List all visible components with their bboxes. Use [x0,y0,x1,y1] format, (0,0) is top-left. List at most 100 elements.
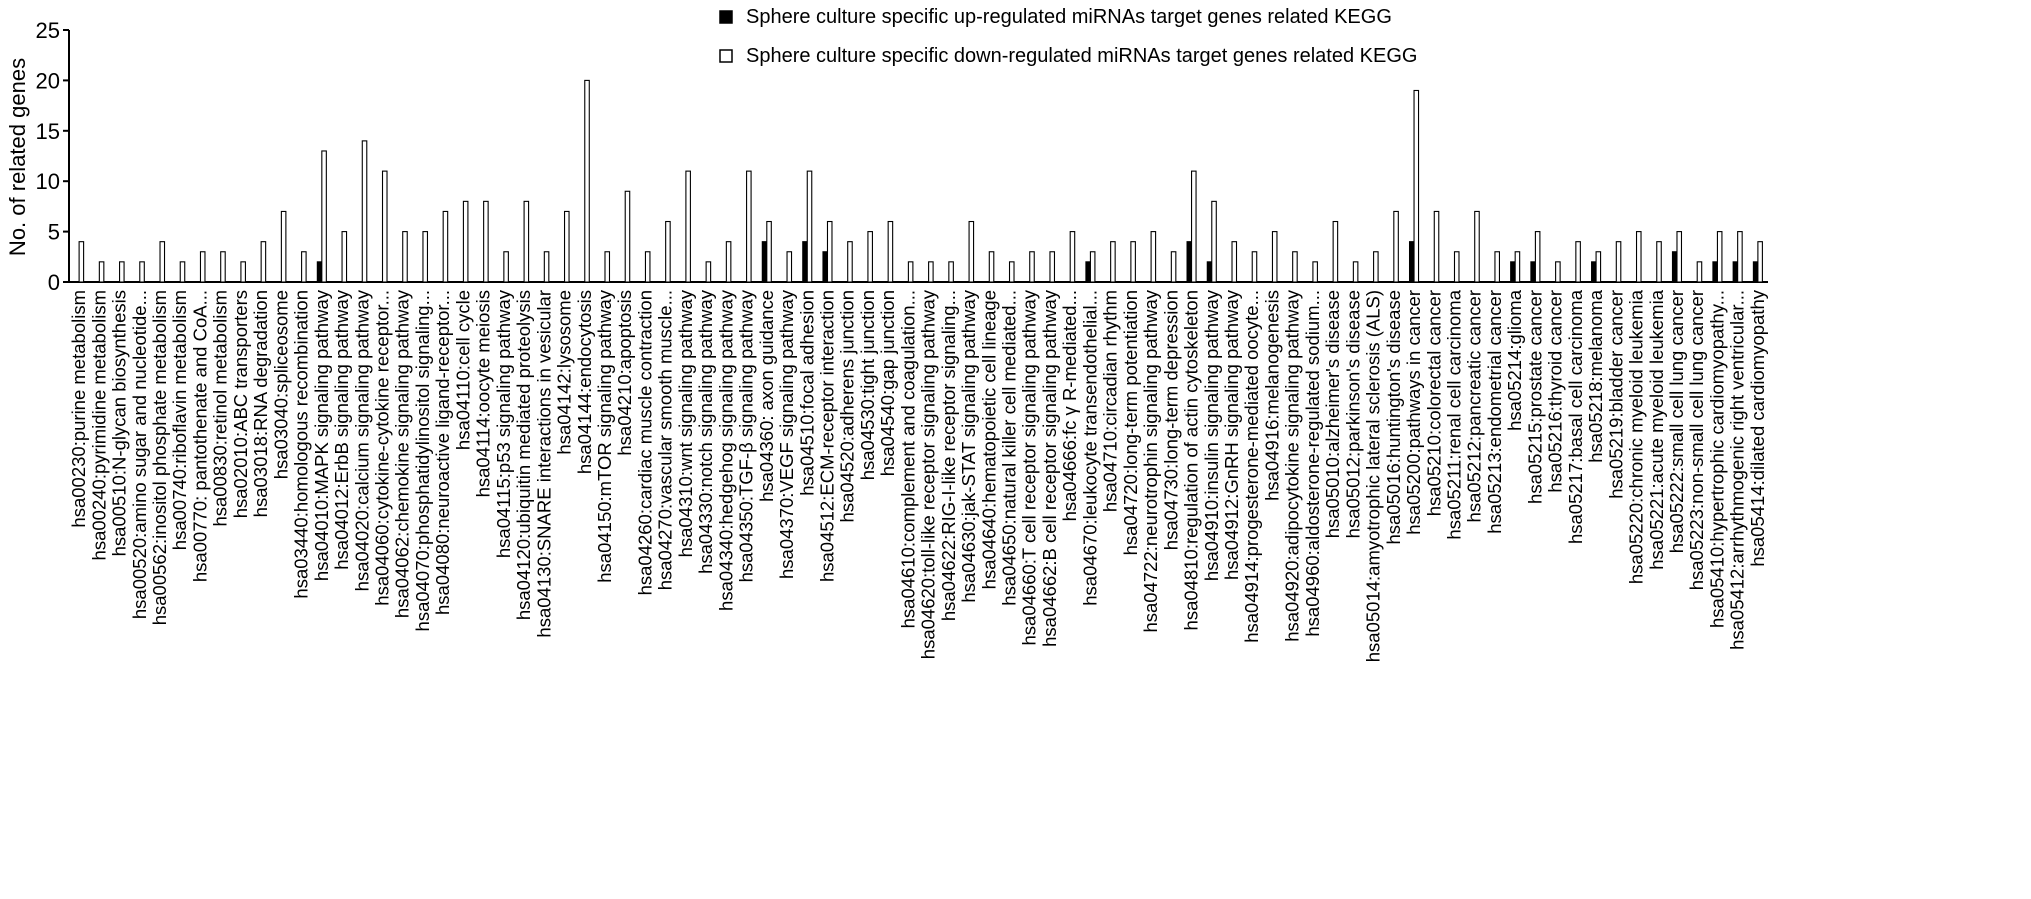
bar-down [381,170,388,283]
bar-down [341,231,348,283]
x-category-label: hsa04512:ECM-receptor interaction [816,290,837,582]
bar-up [1408,241,1415,283]
x-category-label: hsa04270:vascular smooth muscle... [655,290,676,590]
bar-down [644,251,651,283]
bar-down [624,190,631,283]
x-category-label: hsa04520:adherens junction [837,290,858,522]
x-category-label: hsa04640:hematopoietic cell lineage [978,290,999,589]
bar-down [907,261,914,283]
x-category-label: hsa05215:prostate cancer [1524,290,1545,504]
bar-down [1231,241,1238,283]
x-category-label: hsa04540:gap junction [877,290,898,476]
bar-down [1737,231,1743,283]
bar-down [179,261,186,283]
bar-down [968,220,975,283]
bar-down [422,231,429,283]
legend: Sphere culture specific up-regulated miR… [719,6,1417,67]
x-category-label: hsa05220:chronic myeloid leukemia [1626,289,1647,584]
legend-label-down: Sphere culture specific down-regulated m… [746,45,1417,67]
bar-down [806,170,813,283]
bar-up [802,241,808,283]
bar-down [1575,241,1581,283]
x-category-label: hsa04350:TGF-β signaling pathway [736,289,757,582]
x-category-label: hsa04142:lysosome [554,290,575,455]
bar-up [822,251,829,283]
x-category-label: hsa05014:amyotrophic lateral sclerosis (… [1363,290,1384,662]
bar-up [1732,261,1739,283]
bar-down [563,210,570,283]
bar-down [139,261,145,283]
bar-down [1757,241,1763,283]
bar-down [1251,251,1258,283]
y-tick-label: 15 [36,119,60,144]
bar-down [1716,231,1723,283]
bar-down [159,241,166,283]
bar-down [1332,220,1339,283]
x-category-label: hsa00770: pantothenate and CoA... [189,290,210,582]
x-category-label: hsa04114:oocyte meiosis [473,290,494,497]
x-category-label: hsa04960:aldosterone-regulated sodium... [1302,290,1323,637]
x-category-label: hsa04020:calcium signaling pathway [351,289,372,591]
y-tick-label: 10 [36,169,60,194]
x-category-label: hsa04310:wnt signaling pathway [675,289,696,557]
bar-down [1595,251,1602,283]
bar-down [1352,261,1359,283]
bar-down [220,251,226,283]
x-category-label: hsa04012:ErbB signaling pathway [331,289,352,569]
y-axis-title: No. of related genes [5,58,30,256]
bar-down [948,261,954,283]
x-category-label: hsa03040:spliceosome [270,290,291,479]
x-category-label: hsa02010:ABC transporters [230,290,251,518]
x-category-label: hsa04360: axon guidance [756,290,777,502]
x-category-label: hsa05214:glioma [1504,289,1525,431]
x-category-label: hsa05217:basal cell carcinoma [1565,289,1586,544]
bar-down [1433,210,1440,283]
bar-down [1089,251,1096,283]
x-category-label: hsa04150:mTOR signaling pathway [594,289,615,582]
legend-swatch-down [719,49,733,63]
x-category-label: hsa04260:cardiac muscle contraction [634,290,655,595]
bar-down [240,261,246,283]
bar-down [483,200,489,283]
bar-down [584,79,590,283]
x-category-label: hsa05200:pathways in cancer [1403,290,1424,535]
bar-down [361,140,368,283]
bar-up [1085,261,1091,283]
bar-down [1312,261,1318,283]
x-category-label: hsa04730:long-term depression [1160,290,1181,550]
x-category-label: hsa05016:huntington's disease [1383,290,1404,545]
bar-down [766,220,772,283]
x-category-label: hsa04370:VEGF signaling pathway [776,289,797,579]
x-category-label: hsa00510:N-glycan biosynthesis [109,290,130,556]
bar-down [988,251,995,283]
y-tick-label: 25 [36,18,60,43]
bar-up [1591,261,1597,283]
x-category-label: hsa05221:acute myeloid leukemia [1646,289,1667,569]
x-category-label: hsa03018:RNA degradation [250,290,271,517]
x-category-label: hsa04062:chemokine signaling pathway [392,289,413,618]
bar-up [761,241,768,283]
bar-down [442,210,449,283]
legend-swatch-up [719,10,733,24]
bar-down [503,251,509,283]
y-tick-label: 0 [48,270,60,295]
bar-down [1656,241,1662,283]
bar-down [1615,241,1622,283]
bar-down [119,261,125,283]
x-category-label: hsa04660:T cell receptor signaling pathw… [1019,289,1040,645]
x-category-label: hsa00240:pyrimidine metabolism [88,290,109,560]
x-category-label: hsa04330:notch signaling pathway [695,289,716,574]
x-category-label: hsa05010:alzheimer's disease [1322,290,1343,538]
bar-down [867,231,873,283]
x-category-label: hsa04916:melanogenesis [1261,290,1282,501]
x-category-label: hsa04340:hedgehog signaling pathway [715,289,736,611]
bar-down [725,241,732,283]
x-category-label: hsa04010:MAPK signaling pathway [311,289,332,581]
x-category-label: hsa05410:hypertrophic cardiomyopathy... [1706,290,1727,628]
bar-down [1008,261,1015,283]
bar-up [1510,261,1516,283]
bar-down [1676,231,1683,283]
bar-down [543,251,550,283]
x-category-label: hsa04630:jak-STAT signaling pathway [958,289,979,602]
